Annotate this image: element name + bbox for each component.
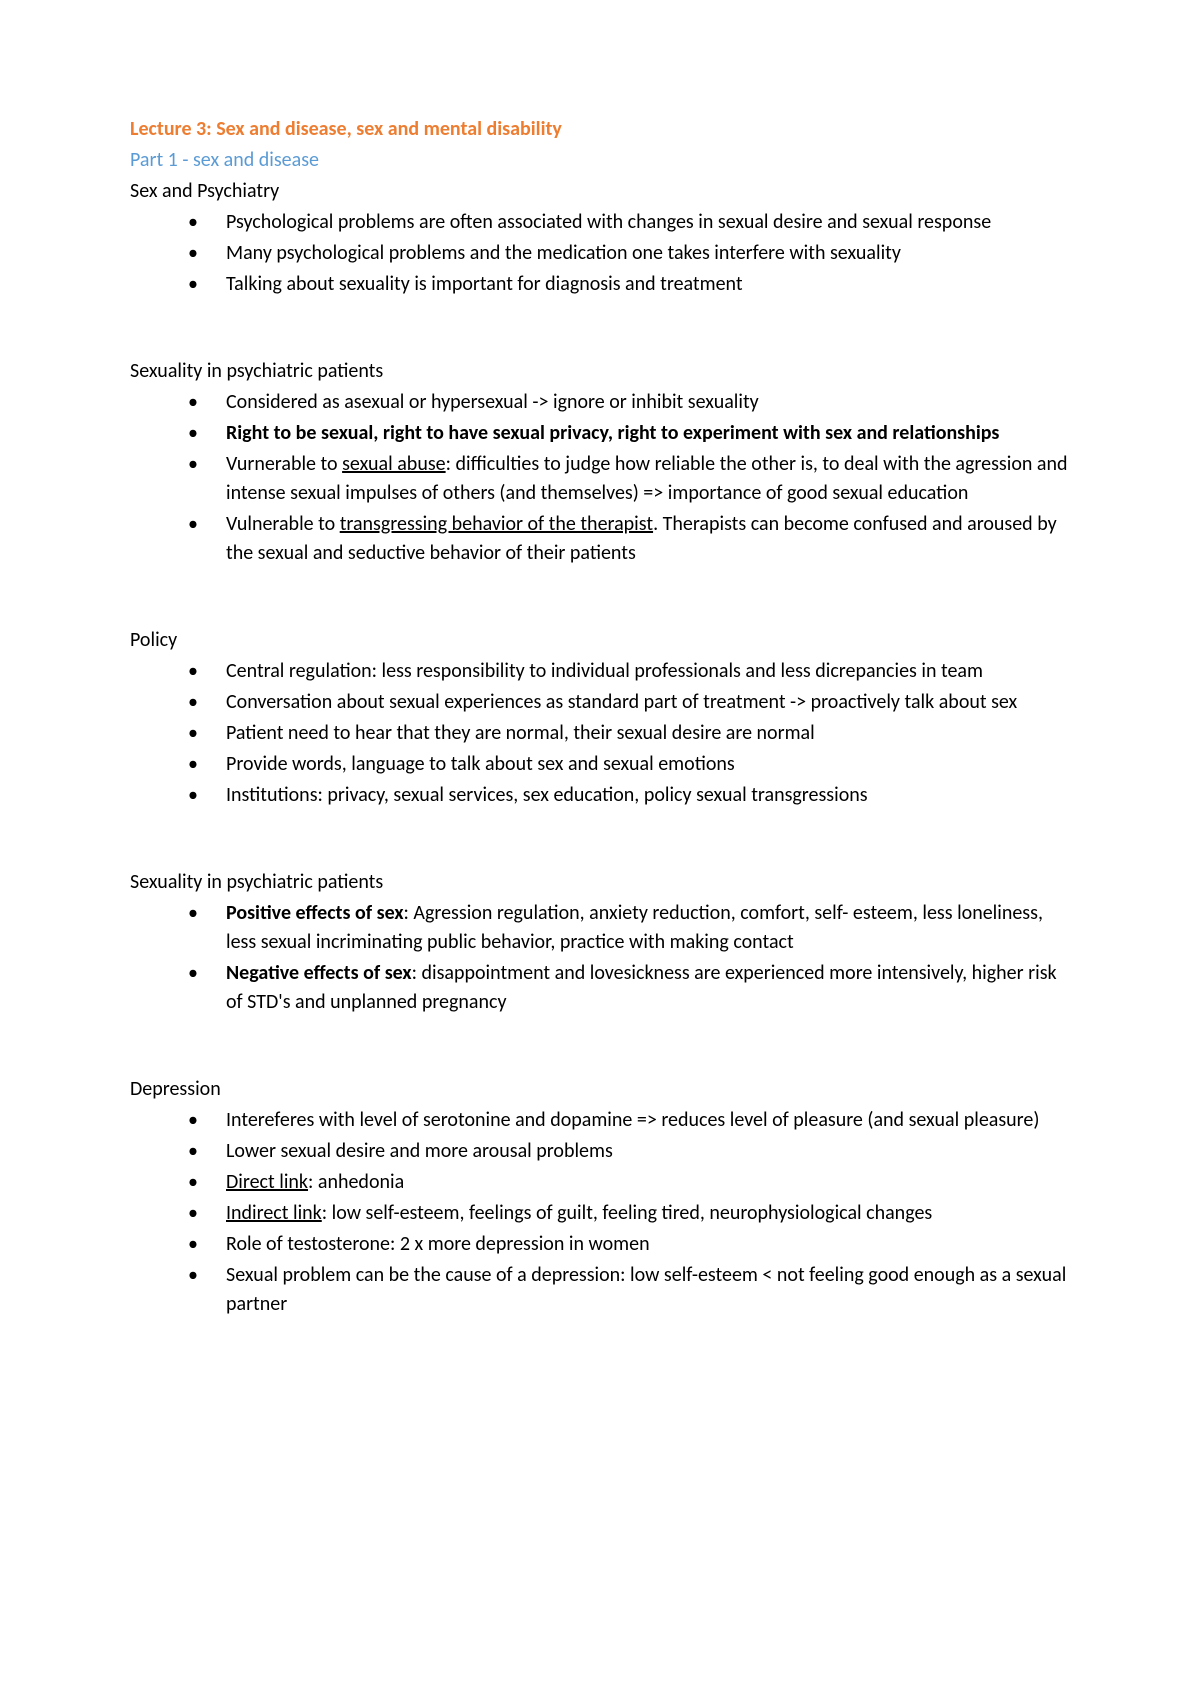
section-sex-psychiatry: Sex and Psychiatry Psychological problem… bbox=[130, 177, 1070, 299]
text: Vurnerable to bbox=[226, 452, 342, 476]
list-item: Many psychological problems and the medi… bbox=[188, 239, 1070, 268]
list-item: Patient need to hear that they are norma… bbox=[188, 719, 1070, 748]
bullet-list: Positive effects of sex: Agression regul… bbox=[130, 899, 1070, 1017]
list-item: Negative effects of sex: disappointment … bbox=[188, 959, 1070, 1017]
section-heading: Policy bbox=[130, 626, 1070, 655]
bullet-list: Psychological problems are often associa… bbox=[130, 208, 1070, 299]
list-item: Right to be sexual, right to have sexual… bbox=[188, 419, 1070, 448]
underlined-text: Direct link bbox=[226, 1170, 308, 1194]
list-item: Direct link: anhedonia bbox=[188, 1168, 1070, 1197]
list-item: Role of testosterone: 2 x more depressio… bbox=[188, 1230, 1070, 1259]
bold-text: Negative effects of sex bbox=[226, 961, 412, 985]
list-item: Indirect link: low self-esteem, feelings… bbox=[188, 1199, 1070, 1228]
lecture-title: Lecture 3: Sex and disease, sex and ment… bbox=[130, 115, 1070, 144]
underlined-text: transgressing behavior of the therapist bbox=[340, 512, 653, 536]
list-item: Considered as asexual or hypersexual -> … bbox=[188, 388, 1070, 417]
list-item: Institutions: privacy, sexual services, … bbox=[188, 781, 1070, 810]
bullet-list: Central regulation: less responsibility … bbox=[130, 657, 1070, 810]
section-heading: Sexuality in psychiatric patients bbox=[130, 868, 1070, 897]
section-heading: Depression bbox=[130, 1075, 1070, 1104]
underlined-text: sexual abuse bbox=[342, 452, 446, 476]
list-item: Conversation about sexual experiences as… bbox=[188, 688, 1070, 717]
list-item: Talking about sexuality is important for… bbox=[188, 270, 1070, 299]
list-item: Central regulation: less responsibility … bbox=[188, 657, 1070, 686]
section-depression: Depression Intereferes with level of ser… bbox=[130, 1075, 1070, 1319]
lecture-subtitle: Part 1 - sex and disease bbox=[130, 146, 1070, 175]
section-heading: Sexuality in psychiatric patients bbox=[130, 357, 1070, 386]
section-sexuality-patients-2: Sexuality in psychiatric patients Positi… bbox=[130, 868, 1070, 1017]
list-item: Psychological problems are often associa… bbox=[188, 208, 1070, 237]
list-item: Intereferes with level of serotonine and… bbox=[188, 1106, 1070, 1135]
section-heading: Sex and Psychiatry bbox=[130, 177, 1070, 206]
text: : anhedonia bbox=[308, 1170, 404, 1194]
list-item: Vulnerable to transgressing behavior of … bbox=[188, 510, 1070, 568]
text: Vulnerable to bbox=[226, 512, 340, 536]
underlined-text: Indirect link bbox=[226, 1201, 322, 1225]
list-item: Lower sexual desire and more arousal pro… bbox=[188, 1137, 1070, 1166]
section-policy: Policy Central regulation: less responsi… bbox=[130, 626, 1070, 810]
list-item: Sexual problem can be the cause of a dep… bbox=[188, 1261, 1070, 1319]
section-sexuality-patients-1: Sexuality in psychiatric patients Consid… bbox=[130, 357, 1070, 568]
list-item: Vurnerable to sexual abuse: difficulties… bbox=[188, 450, 1070, 508]
list-item: Provide words, language to talk about se… bbox=[188, 750, 1070, 779]
bullet-list: Intereferes with level of serotonine and… bbox=[130, 1106, 1070, 1319]
text: : low self-esteem, feelings of guilt, fe… bbox=[322, 1201, 932, 1225]
bullet-list: Considered as asexual or hypersexual -> … bbox=[130, 388, 1070, 568]
bold-text: Right to be sexual, right to have sexual… bbox=[226, 421, 999, 445]
list-item: Positive effects of sex: Agression regul… bbox=[188, 899, 1070, 957]
bold-text: Positive effects of sex bbox=[226, 901, 404, 925]
